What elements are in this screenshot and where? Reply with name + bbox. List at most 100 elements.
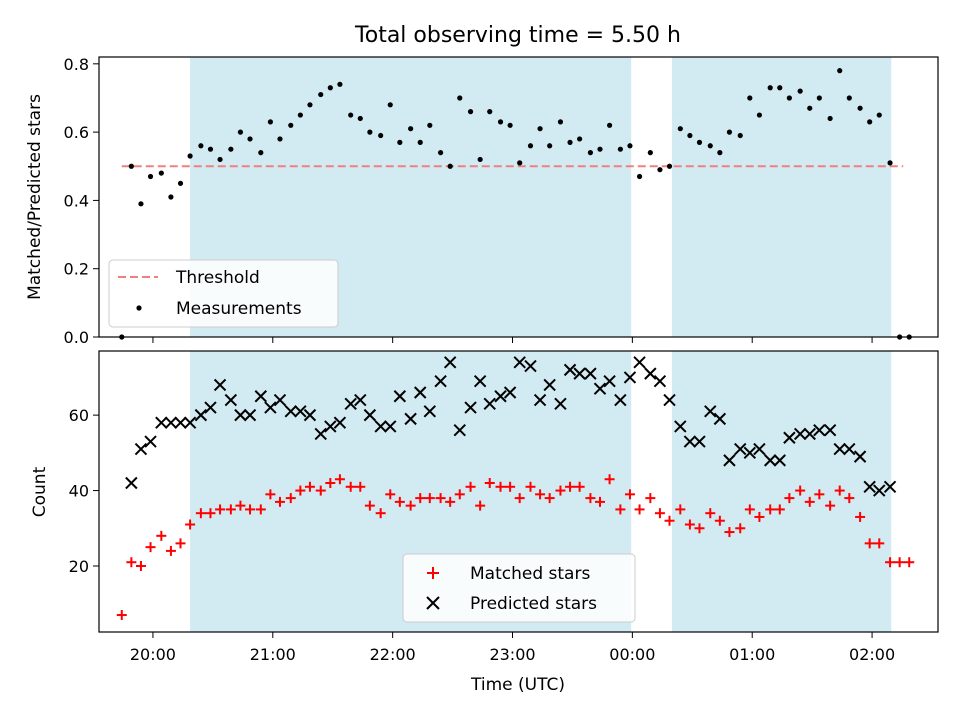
matched-star-point — [555, 485, 566, 496]
matched-star-point — [825, 500, 836, 511]
predicted-star-point — [883, 480, 897, 493]
predicted-star-point — [793, 427, 807, 441]
measurement-point — [846, 95, 852, 101]
measurement-point — [408, 126, 414, 132]
bottom-y-ticks: 20 40 60 — [69, 406, 99, 576]
matched-star-point — [405, 500, 416, 511]
measurement-point — [657, 167, 663, 173]
measurement-point — [507, 122, 513, 128]
y-tick-label: 0.2 — [64, 260, 89, 279]
measurement-point — [567, 139, 573, 145]
matched-star-point — [334, 474, 345, 485]
measurement-point — [417, 139, 423, 145]
top-points-layer — [119, 68, 912, 340]
predicted-star-point — [174, 416, 187, 429]
predicted-star-point — [284, 405, 297, 418]
predicted-star-point — [863, 480, 876, 493]
measurement-point — [277, 136, 283, 142]
measurement-point — [786, 95, 792, 101]
x-axis-label: Time (UTC) — [470, 675, 565, 695]
matched-star-point — [325, 478, 336, 489]
predicted-star-point — [204, 401, 217, 414]
matched-star-point — [375, 508, 386, 519]
measurement-point — [837, 68, 843, 74]
predicted-star-point — [344, 397, 357, 411]
x-tick-label: 21:00 — [250, 645, 296, 664]
measurement-point — [587, 150, 594, 156]
measurement-point — [666, 163, 673, 169]
matched-star-point — [465, 481, 476, 492]
measurement-point — [677, 126, 683, 132]
predicted-star-point — [543, 378, 556, 392]
measurement-point — [627, 143, 633, 149]
measurement-point — [187, 153, 193, 159]
predicted-star-point — [563, 363, 577, 377]
measurement-point — [487, 109, 493, 115]
matched-star-point — [765, 504, 776, 515]
predicted-star-point — [393, 390, 407, 403]
predicted-legend-swatch — [426, 596, 440, 610]
y-tick-label: 60 — [69, 406, 89, 425]
matched-star-point — [355, 481, 366, 492]
matched-star-point — [514, 493, 525, 504]
measurement-point — [168, 194, 174, 200]
matched-star-point — [705, 508, 716, 519]
measurement-point — [357, 115, 363, 122]
matched-star-point — [415, 493, 426, 504]
y-tick-label: 0.4 — [64, 191, 89, 210]
predicted-star-point — [303, 408, 317, 422]
predicted-star-point — [833, 442, 846, 456]
measurement-point — [617, 146, 623, 152]
predicted-star-point — [743, 446, 757, 460]
matched-star-point — [714, 515, 725, 526]
predicted-star-point — [423, 405, 437, 418]
measurement-point — [337, 81, 343, 87]
x-tick-label: 01:00 — [729, 645, 775, 664]
measurement-point — [348, 112, 354, 118]
predicted-star-point — [603, 374, 616, 388]
matched-star-point — [505, 481, 516, 492]
predicted-star-point — [243, 408, 257, 422]
matched-star-point — [156, 530, 167, 541]
predicted-star-point — [414, 386, 427, 399]
matched-star-point — [445, 496, 456, 507]
predicted-star-point — [324, 420, 337, 433]
measurement-point — [597, 146, 603, 152]
measurement-point — [707, 143, 713, 149]
predicted-star-point — [813, 424, 826, 437]
x-tick-label: 22:00 — [370, 645, 416, 664]
matched-star-point — [654, 508, 665, 519]
predicted-star-point — [873, 484, 886, 497]
measurement-point — [756, 112, 763, 118]
predicted-star-point — [155, 416, 168, 429]
matched-star-point — [185, 519, 196, 530]
matched-star-point — [784, 493, 795, 504]
measurement-point — [387, 102, 393, 108]
predicted-star-point — [363, 408, 377, 422]
predicted-star-point — [644, 367, 657, 380]
measurement-point — [397, 139, 403, 145]
matched-star-point — [855, 511, 866, 522]
chart-title: Total observing time = 5.50 h — [354, 23, 681, 48]
measurements-legend-label: Measurements — [176, 299, 302, 319]
measurement-point — [288, 122, 294, 128]
matched-star-point — [215, 504, 226, 515]
matched-star-point — [544, 493, 555, 504]
matched-star-point — [495, 481, 506, 492]
predicted-star-point — [354, 393, 367, 407]
predicted-star-point — [384, 420, 397, 433]
matched-star-point — [385, 489, 396, 500]
matched-star-point — [834, 485, 845, 496]
matched-star-point — [615, 504, 626, 515]
predicted-star-point — [533, 393, 547, 407]
matched-star-point — [454, 489, 465, 500]
predicted-star-point — [273, 393, 287, 407]
measurement-point — [467, 109, 474, 115]
measurement-point — [636, 173, 643, 180]
matched-star-point — [874, 538, 885, 549]
measurement-point — [237, 129, 244, 135]
measurement-point — [427, 122, 433, 128]
matched-star-point — [475, 500, 486, 511]
predicted-star-point — [144, 435, 157, 448]
matched-star-point — [424, 493, 435, 504]
